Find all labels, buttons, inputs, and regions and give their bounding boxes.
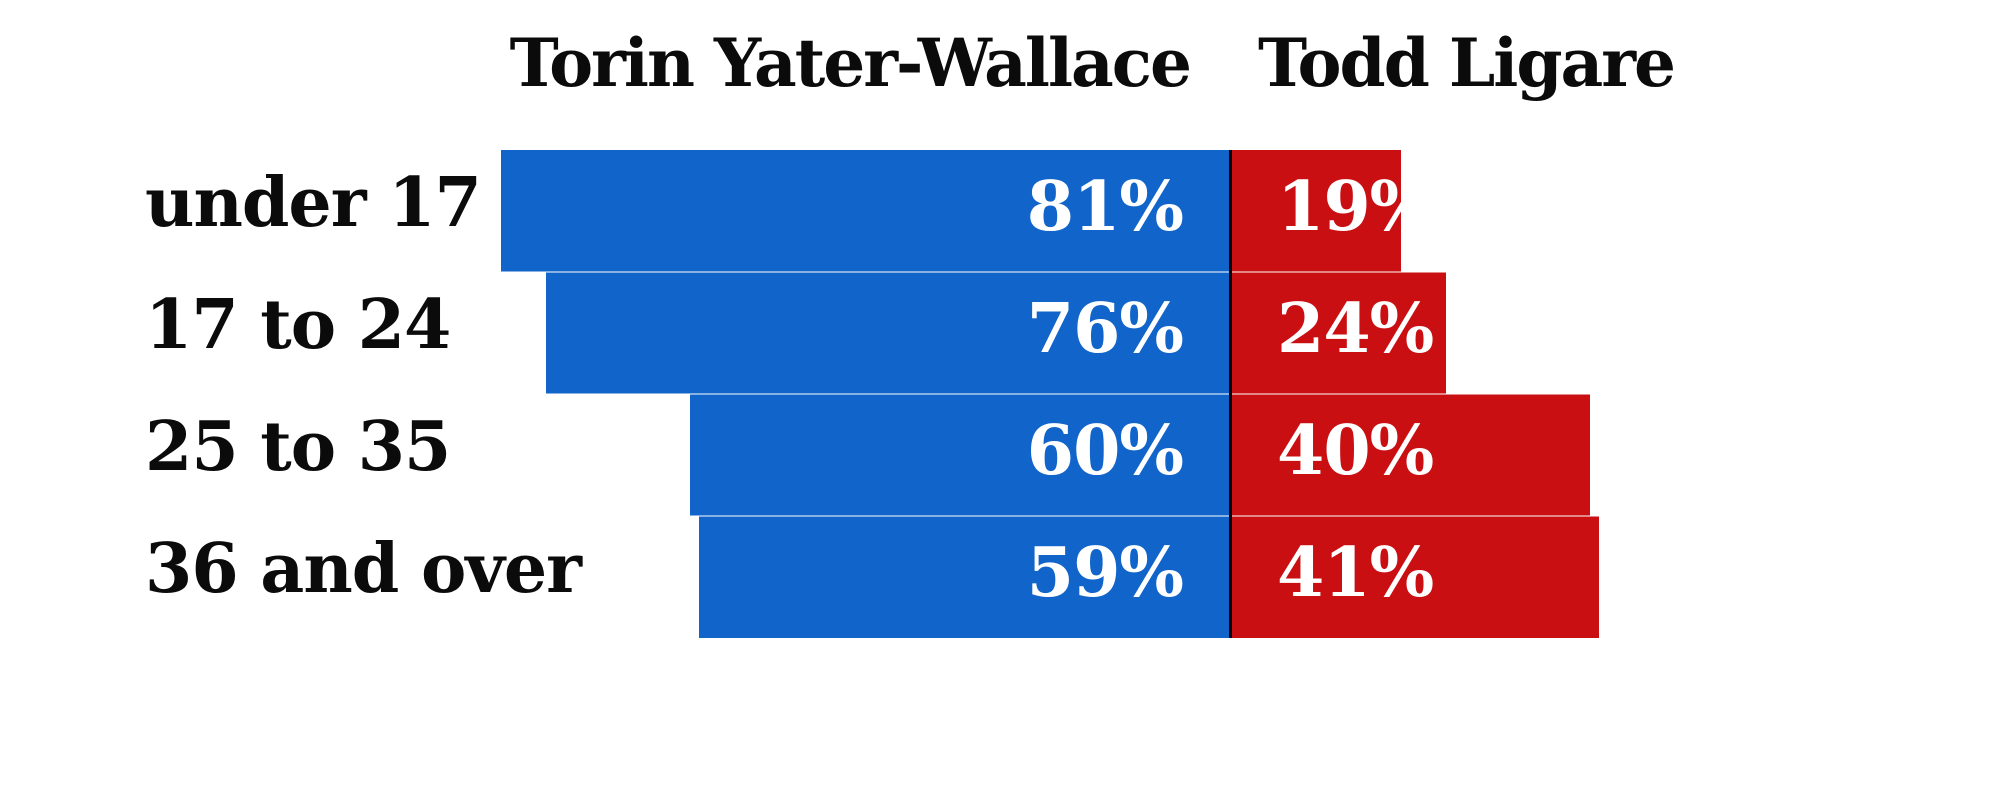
center-axis-line	[1228, 150, 1232, 638]
bar-right-todd-ligare: 19%	[1230, 150, 1434, 272]
row-label: 36 and over	[145, 529, 582, 609]
bar-value-label: 24%	[1277, 289, 1434, 369]
bar-right-todd-ligare: 41%	[1230, 516, 1599, 638]
bar-value-label: 76%	[1026, 289, 1184, 369]
bar-right-todd-ligare: 24%	[1230, 272, 1446, 394]
bar-left-torin-yater-wallace: 60%	[690, 394, 1230, 516]
row-separator	[690, 515, 1599, 517]
bar-left-torin-yater-wallace: 59%	[699, 516, 1230, 638]
bar-left-torin-yater-wallace: 76%	[546, 272, 1230, 394]
column-header-left: Torin Yater-Wallace	[509, 24, 1192, 102]
bar-value-label: 41%	[1277, 533, 1434, 613]
bar-value-label: 81%	[1026, 167, 1184, 247]
column-header-right: Todd Ligare	[1258, 24, 1676, 102]
row-label: 17 to 24	[145, 285, 451, 365]
bar-value-label: 60%	[1026, 411, 1184, 491]
row-separator	[546, 393, 1590, 395]
bar-value-label: 59%	[1026, 533, 1184, 613]
bar-left-torin-yater-wallace: 81%	[501, 150, 1230, 272]
bar-right-todd-ligare: 40%	[1230, 394, 1590, 516]
bar-value-label: 19%	[1277, 167, 1434, 247]
row-label: under 17	[145, 163, 482, 243]
row-separator	[501, 271, 1446, 273]
row-label: 25 to 35	[145, 407, 451, 487]
bar-value-label: 40%	[1277, 411, 1434, 491]
